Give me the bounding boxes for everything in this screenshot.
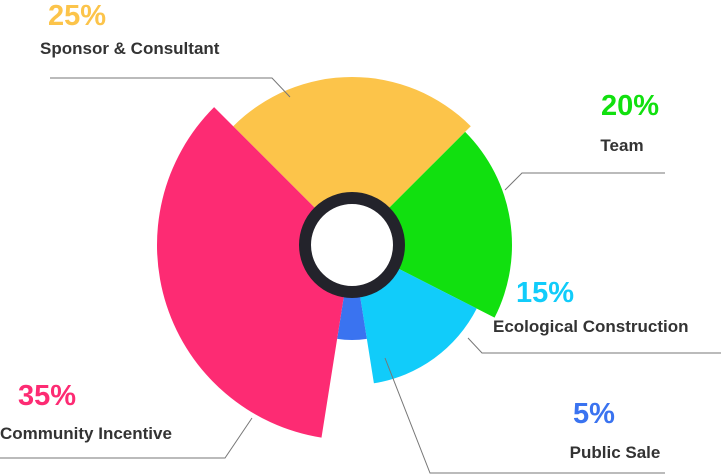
legend-label: Community Incentive [0,424,172,443]
legend-label: Ecological Construction [493,317,689,336]
pie-slice [337,288,367,340]
value-label: 20% [601,90,659,122]
legend-label: Team [600,136,643,155]
leader-line [50,77,291,98]
legend-label: Sponsor & Consultant [40,39,220,58]
value-label: 35% [18,380,76,412]
value-label: 15% [516,277,574,309]
pie-slice [233,76,471,214]
value-label: 5% [573,398,615,430]
leader-line [384,357,665,474]
pie-slice [383,131,513,318]
value-label: 25% [48,0,106,32]
pie-slice [358,264,477,384]
pie-slice [157,107,346,438]
leader-line [467,337,721,354]
leader-line [0,417,253,459]
center-hole [299,192,405,298]
leader-line [504,172,665,191]
legend-label: Public Sale [570,443,661,462]
